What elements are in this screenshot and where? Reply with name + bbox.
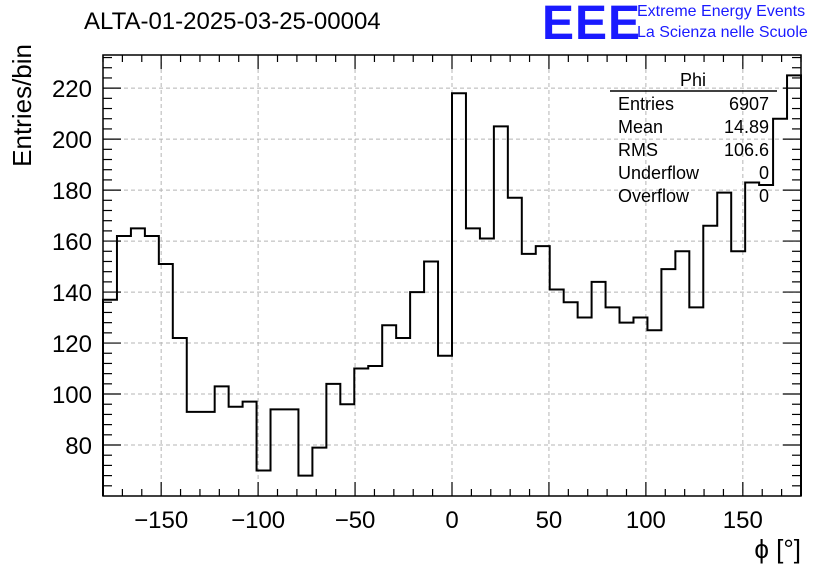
y-tick-label: 120	[52, 331, 92, 358]
x-tick-label: 150	[723, 507, 763, 534]
stats-row-value: 0	[759, 163, 769, 183]
x-axis-label: ϕ [°]	[754, 534, 801, 564]
eee-logo-mark: EEE	[542, 0, 642, 50]
stats-row-value: 6907	[729, 94, 769, 114]
stats-row-value: 14.89	[724, 117, 769, 137]
stats-row-value: 106.6	[724, 140, 769, 160]
x-tick-labels: −150 −100 −50 0 50 100 150	[134, 507, 763, 534]
x-tick-label: 0	[445, 507, 458, 534]
y-tick-label: 200	[52, 127, 92, 154]
x-tick-label: 100	[626, 507, 666, 534]
x-tick-label: −50	[335, 507, 376, 534]
stats-row-label: Entries	[618, 94, 674, 114]
y-tick-label: 180	[52, 178, 92, 205]
chart-title: ALTA-01-2025-03-25-00004	[84, 8, 381, 35]
y-tick-label: 100	[52, 382, 92, 409]
stats-row-label: Mean	[618, 117, 663, 137]
y-tick-labels: 80 100 120 140 160 180 200 220	[52, 76, 92, 460]
x-tick-label: −150	[134, 507, 188, 534]
axis-ticks	[102, 55, 802, 496]
x-tick-label: 50	[536, 507, 563, 534]
stats-name: Phi	[680, 70, 706, 90]
stats-row-value: 0	[759, 186, 769, 206]
logo-tagline-2: La Scienza nelle Scuole	[637, 24, 808, 41]
stats-row-label: Overflow	[618, 186, 690, 206]
stats-row-label: Underflow	[618, 163, 700, 183]
x-tick-label: −100	[231, 507, 285, 534]
y-tick-label: 80	[65, 433, 92, 460]
y-tick-label: 160	[52, 229, 92, 256]
y-tick-label: 220	[52, 76, 92, 103]
histogram-series	[102, 74, 802, 496]
stats-rows: Entries 6907 Mean 14.89 RMS 106.6 Underflow 0 Ov…	[618, 94, 769, 206]
y-tick-label: 140	[52, 280, 92, 307]
stats-row-label: RMS	[618, 140, 658, 160]
logo-tagline-1: Extreme Energy Events	[637, 3, 806, 20]
stats-box: Phi Entries 6907 Mean 14.89 RMS 106.6 Underflo…	[610, 70, 777, 206]
y-axis-label: Entries/bin	[7, 44, 37, 167]
